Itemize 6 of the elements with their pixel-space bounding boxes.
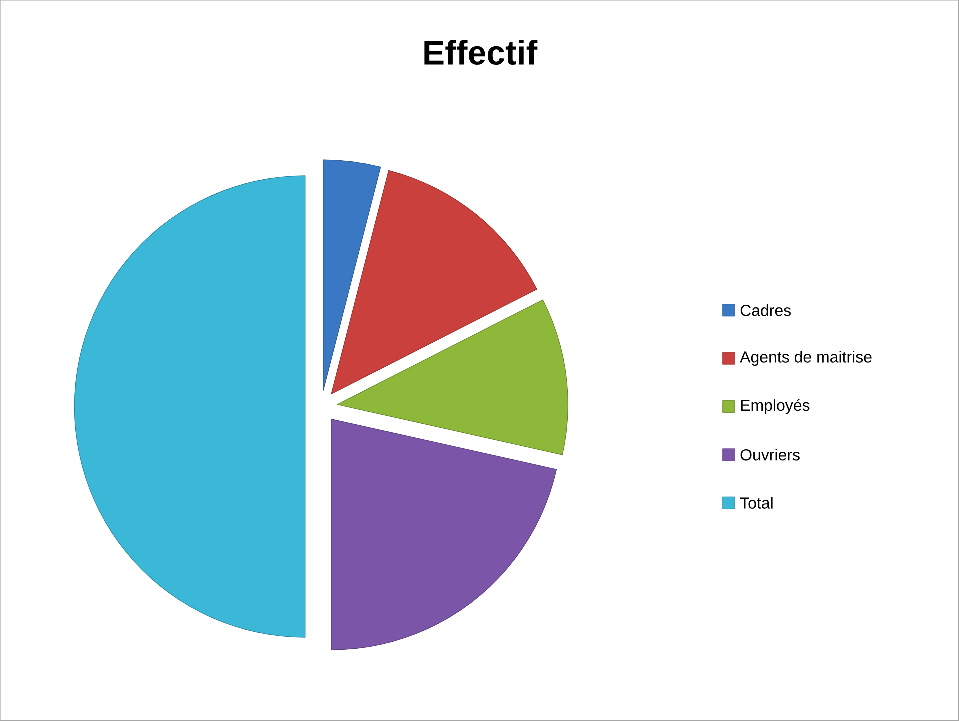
chart-title: Effectif [424, 40, 538, 65]
legend-label: Total [740, 497, 773, 509]
legend-label: Employés [741, 399, 810, 414]
legend-label: Agents de maitrise [740, 351, 872, 366]
legend-label: Cadres [740, 304, 792, 316]
legend-label: Ouvriers [740, 448, 800, 461]
